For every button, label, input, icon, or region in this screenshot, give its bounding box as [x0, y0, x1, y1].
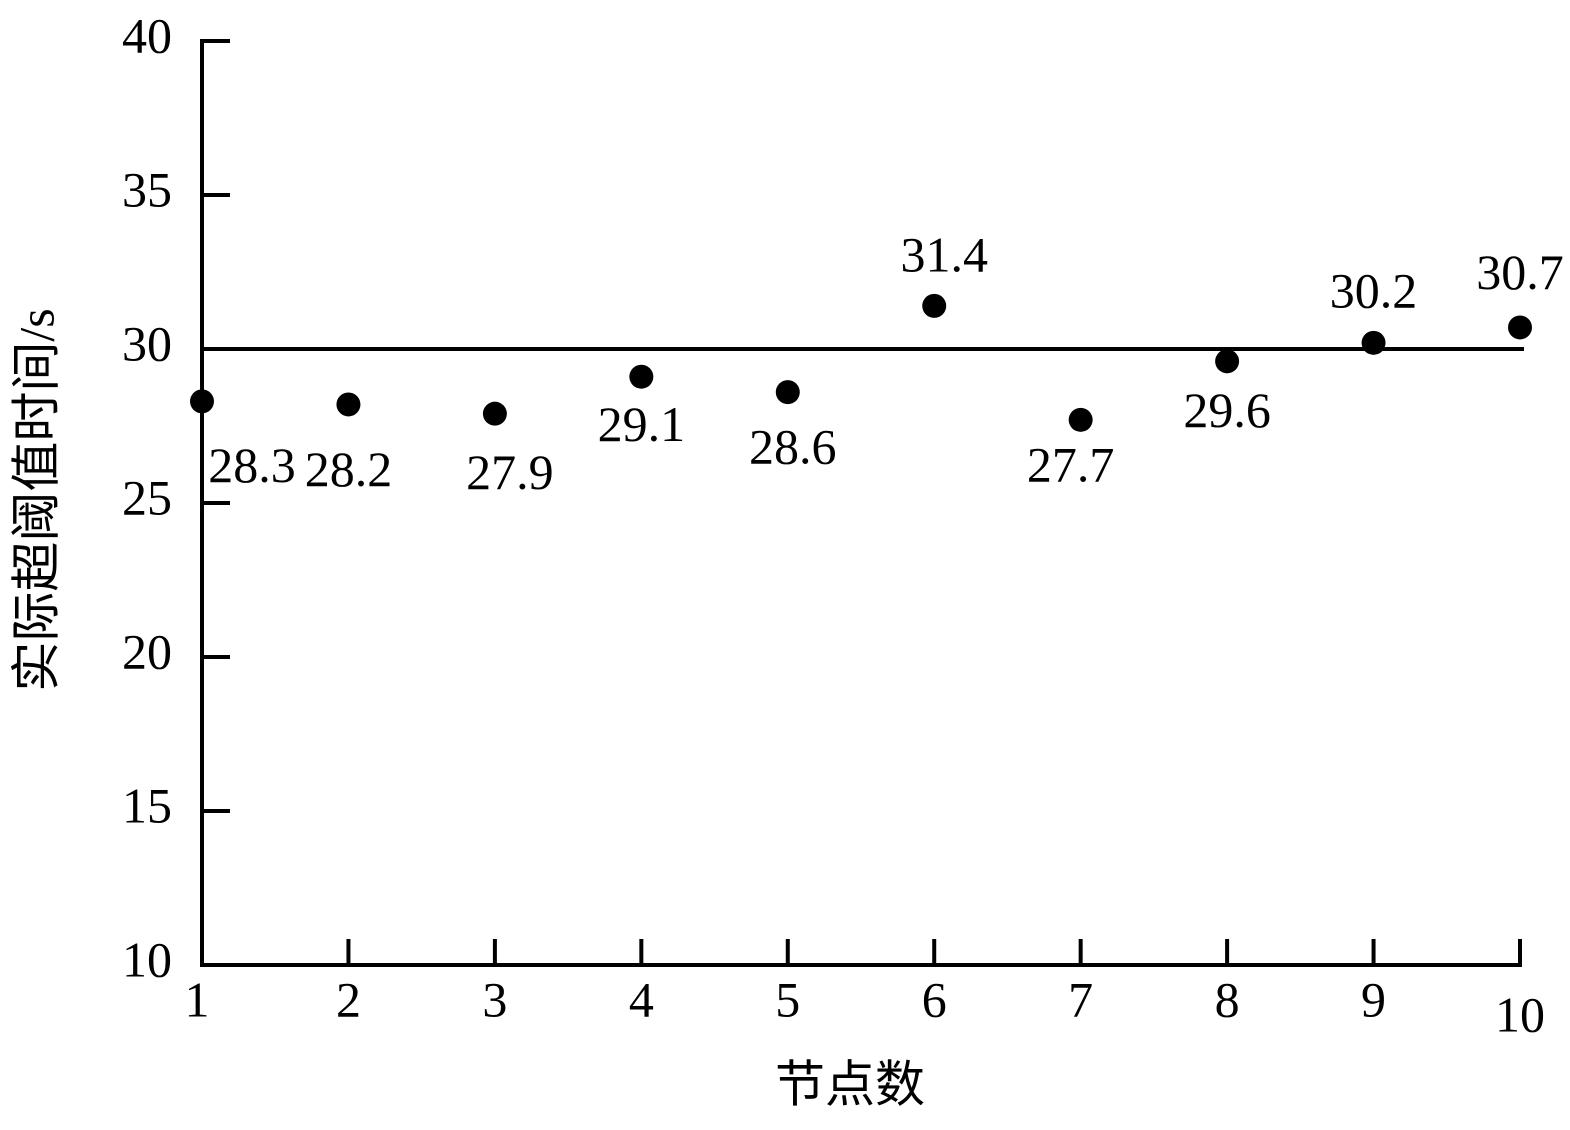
point: [1068, 407, 1093, 432]
x-tick-label: 6: [922, 971, 947, 1027]
x-axis-title: 节点数: [775, 1056, 925, 1112]
y-axis-title: 实际超阈值时间/s: [8, 308, 64, 691]
y-tick-label: 25: [122, 469, 172, 525]
x-tick-label: 3: [482, 971, 507, 1027]
data-label: 28.6: [749, 419, 837, 475]
y-tick-label: 10: [122, 931, 172, 987]
data-label: 29.6: [1183, 382, 1271, 438]
point: [336, 392, 361, 417]
x-tick-label: 2: [336, 971, 361, 1027]
x-tick-label: 8: [1215, 971, 1240, 1027]
y-tick-label: 35: [122, 161, 172, 217]
data-label: 30.2: [1330, 262, 1418, 318]
y-tick-label: 40: [122, 7, 172, 63]
point: [1508, 315, 1532, 340]
data-label: 31.4: [900, 226, 988, 282]
x-tick-label: 4: [629, 971, 654, 1027]
point: [1215, 349, 1240, 374]
data-label: 28.3: [208, 437, 296, 493]
x-tick-label: 7: [1068, 971, 1093, 1027]
point: [922, 293, 947, 318]
data-label: 30.7: [1476, 244, 1564, 300]
point: [190, 389, 214, 414]
data-label: 29.1: [598, 396, 686, 452]
data-label: 28.2: [305, 441, 393, 497]
data-label: 27.7: [1027, 436, 1115, 492]
point: [1361, 330, 1386, 355]
y-tick-label: 15: [122, 777, 172, 833]
point: [775, 380, 800, 405]
x-tick-label: 5: [775, 971, 800, 1027]
point: [629, 364, 654, 389]
y-tick-label: 30: [122, 315, 172, 371]
x-tick-label: 1: [185, 971, 210, 1027]
data-label: 27.9: [466, 444, 554, 500]
point: [482, 401, 507, 426]
y-tick-label: 20: [122, 623, 172, 679]
x-tick-label: 9: [1361, 971, 1386, 1027]
x-tick-label: 10: [1495, 986, 1545, 1042]
